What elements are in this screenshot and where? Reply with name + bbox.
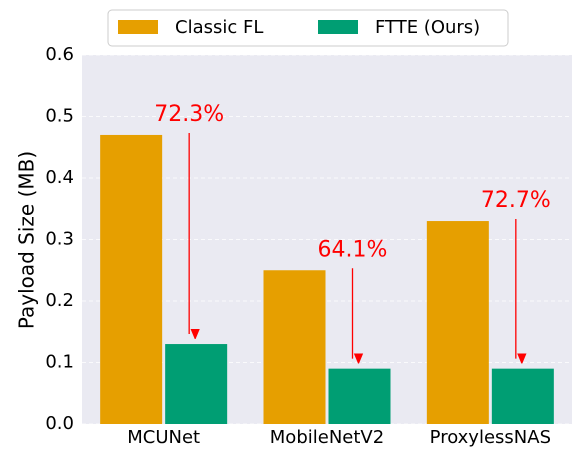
bar bbox=[328, 368, 391, 424]
legend-label: FTTE (Ours) bbox=[375, 17, 480, 38]
bar bbox=[100, 134, 163, 424]
y-tick-label: 0.4 bbox=[45, 167, 74, 188]
legend bbox=[107, 9, 509, 47]
annotation: 64.1% bbox=[318, 237, 388, 262]
y-axis-label: Payload Size (MB) bbox=[15, 151, 39, 329]
annotation: 72.7% bbox=[481, 188, 551, 213]
bar bbox=[491, 368, 554, 424]
bar bbox=[165, 344, 228, 424]
legend-label: Classic FL bbox=[175, 17, 263, 38]
annotation: 72.3% bbox=[154, 102, 224, 127]
bar bbox=[426, 221, 489, 424]
legend-swatch bbox=[118, 20, 158, 34]
x-tick-label: MCUNet bbox=[127, 427, 200, 448]
y-tick-label: 0.5 bbox=[45, 106, 74, 127]
x-tick-label: ProxylessNAS bbox=[430, 427, 551, 448]
legend-swatch bbox=[318, 20, 358, 34]
y-tick-label: 0.1 bbox=[45, 352, 74, 373]
y-tick-label: 0.6 bbox=[45, 44, 74, 65]
y-tick-label: 0.0 bbox=[45, 413, 74, 434]
x-tick-label: MobileNetV2 bbox=[270, 427, 384, 448]
y-tick-label: 0.3 bbox=[45, 229, 74, 250]
bar bbox=[263, 270, 326, 424]
y-tick-label: 0.2 bbox=[45, 290, 74, 311]
